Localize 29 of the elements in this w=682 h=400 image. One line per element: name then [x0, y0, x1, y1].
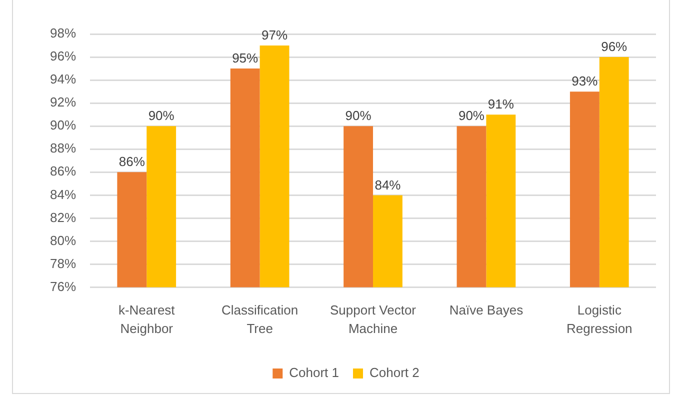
y-tick-label: 86%: [50, 164, 76, 179]
y-tick-label: 88%: [50, 140, 76, 156]
data-label: 84%: [374, 177, 402, 192]
y-tick-label: 92%: [50, 94, 76, 110]
y-tick-label: 90%: [50, 118, 76, 133]
x-tick-label: Logistic Regression: [566, 302, 632, 336]
legend-label: Cohort 2: [370, 365, 420, 380]
x-tick-label: Classification Tree: [222, 302, 298, 336]
y-tick-label: 94%: [50, 72, 76, 87]
y-tick-label: 84%: [50, 186, 76, 202]
data-label: 96%: [601, 39, 628, 54]
x-tick-label: Naïve Bayes: [449, 302, 524, 318]
data-label: 86%: [118, 154, 146, 170]
data-label: 90%: [345, 108, 372, 124]
data-label: 97%: [262, 28, 288, 43]
y-tick-label: 96%: [50, 48, 76, 64]
y-tick-label: 76%: [50, 278, 76, 294]
y-tick-label: 78%: [50, 256, 76, 271]
y-tick-label: 80%: [50, 232, 76, 248]
data-label: 93%: [572, 74, 598, 89]
y-tick-label: 98%: [50, 26, 76, 41]
data-label: 90%: [148, 108, 175, 124]
data-label: 95%: [232, 50, 259, 66]
legend-label: Cohort 1: [289, 365, 340, 380]
data-label: 91%: [488, 96, 514, 112]
x-tick-label: Support Vector Machine: [330, 302, 417, 336]
data-label: 90%: [458, 108, 485, 124]
y-tick-label: 82%: [50, 210, 76, 225]
x-tick-label: k-Nearest Neighbor: [118, 302, 176, 336]
